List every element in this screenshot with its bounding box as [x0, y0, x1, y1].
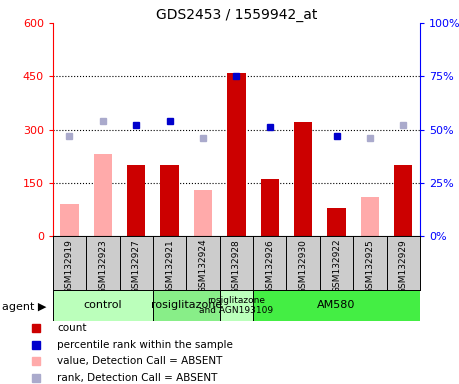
Bar [94, 154, 112, 236]
Text: value, Detection Call = ABSENT: value, Detection Call = ABSENT [57, 356, 223, 366]
Bar [60, 204, 78, 236]
Text: GSM132929: GSM132929 [399, 239, 408, 294]
Text: GSM132925: GSM132925 [365, 239, 375, 294]
Text: rosiglitazone: rosiglitazone [151, 300, 222, 310]
Bar [161, 165, 179, 236]
Text: GSM132921: GSM132921 [165, 239, 174, 294]
Text: GSM132922: GSM132922 [332, 239, 341, 293]
Bar [227, 73, 246, 236]
Bar [127, 165, 146, 236]
Text: GSM132928: GSM132928 [232, 239, 241, 294]
Text: GSM132927: GSM132927 [132, 239, 141, 294]
Text: count: count [57, 323, 87, 333]
Bar [220, 290, 253, 321]
Text: GSM132924: GSM132924 [198, 239, 207, 293]
Text: AM580: AM580 [317, 300, 356, 310]
Bar [253, 290, 420, 321]
Text: GSM132919: GSM132919 [65, 239, 74, 294]
Text: GSM132923: GSM132923 [98, 239, 107, 294]
Bar [53, 290, 153, 321]
Text: GSM132926: GSM132926 [265, 239, 274, 294]
Bar [153, 290, 220, 321]
Text: control: control [84, 300, 122, 310]
Bar [294, 122, 312, 236]
Text: rank, Detection Call = ABSENT: rank, Detection Call = ABSENT [57, 372, 218, 383]
Text: percentile rank within the sample: percentile rank within the sample [57, 340, 233, 350]
Text: agent ▶: agent ▶ [2, 302, 47, 312]
Bar [361, 197, 379, 236]
Text: GSM132930: GSM132930 [299, 239, 308, 294]
Bar [261, 179, 279, 236]
Bar [394, 165, 413, 236]
Text: rosiglitazone
and AGN193109: rosiglitazone and AGN193109 [199, 296, 274, 315]
Title: GDS2453 / 1559942_at: GDS2453 / 1559942_at [156, 8, 317, 22]
Bar [327, 208, 346, 236]
Bar [194, 190, 212, 236]
